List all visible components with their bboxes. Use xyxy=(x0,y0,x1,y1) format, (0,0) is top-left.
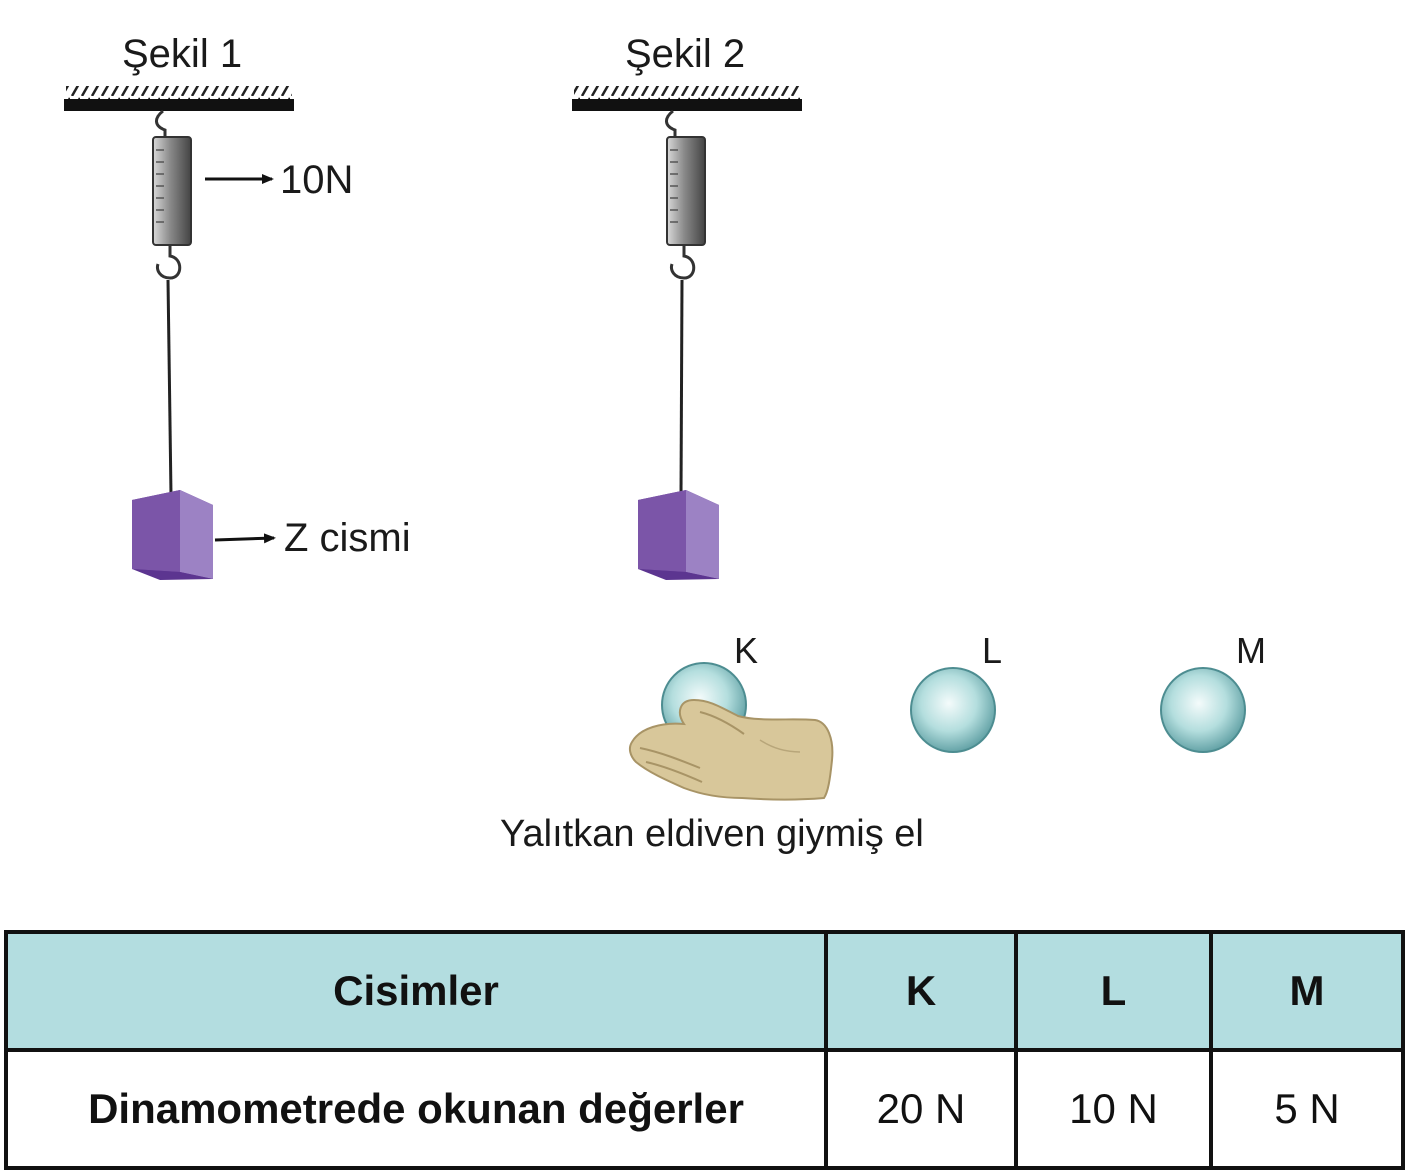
dynamometer-2 xyxy=(665,109,706,280)
table-header-row: Cisimler K L M xyxy=(4,930,1405,1052)
hand-caption: Yalıtkan eldiven giymiş el xyxy=(500,813,924,855)
sphere-k-label: K xyxy=(734,630,759,671)
block-2 xyxy=(638,490,719,580)
ceiling-2 xyxy=(572,86,802,111)
arrow-object-1 xyxy=(214,533,276,544)
header-l: L xyxy=(1014,930,1213,1052)
value-m: 5 N xyxy=(1209,1048,1405,1170)
dynamometer-1 xyxy=(152,109,192,280)
z-block xyxy=(132,490,213,580)
figure-2-title: Şekil 2 xyxy=(625,32,746,76)
z-object-label: Z cismi xyxy=(284,516,411,560)
string-1 xyxy=(166,279,173,496)
row-label: Dinamometrede okunan değerler xyxy=(4,1048,828,1170)
spring-reading-label: 10N xyxy=(280,158,354,202)
string-2 xyxy=(679,279,684,496)
sphere-m xyxy=(1160,667,1246,753)
figure-1-title: Şekil 1 xyxy=(122,32,243,76)
sphere-l xyxy=(910,667,996,753)
table-row: Dinamometrede okunan değerler 20 N 10 N … xyxy=(4,1048,1405,1170)
sphere-m-label: M xyxy=(1236,630,1266,671)
readings-table: Cisimler K L M Dinamometrede okunan değe… xyxy=(4,930,1405,1170)
figure-1 xyxy=(64,86,294,580)
header-m: M xyxy=(1209,930,1405,1052)
ceiling-1 xyxy=(64,86,294,111)
value-l: 10 N xyxy=(1014,1048,1213,1170)
header-k: K xyxy=(824,930,1018,1052)
gloved-hand-icon xyxy=(628,698,834,801)
value-k: 20 N xyxy=(824,1048,1018,1170)
sphere-l-label: L xyxy=(982,630,1003,671)
figure-2 xyxy=(572,86,802,580)
header-objects: Cisimler xyxy=(4,930,828,1052)
